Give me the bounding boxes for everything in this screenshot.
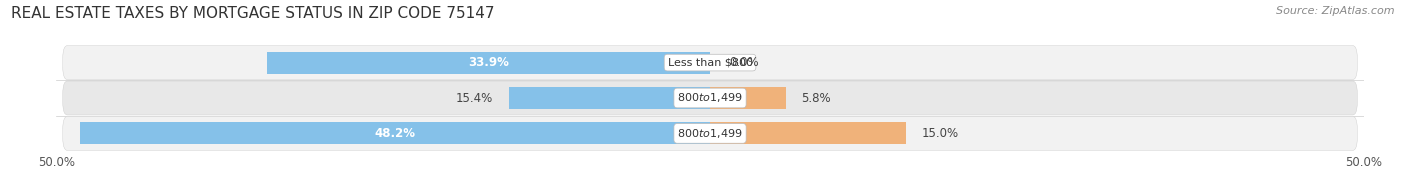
Text: Less than $800: Less than $800	[668, 58, 752, 68]
Text: 33.9%: 33.9%	[468, 56, 509, 69]
Text: 15.0%: 15.0%	[922, 127, 959, 140]
Text: $800 to $1,499: $800 to $1,499	[678, 127, 742, 140]
Text: 5.8%: 5.8%	[801, 92, 831, 104]
FancyBboxPatch shape	[63, 46, 1357, 80]
Text: 48.2%: 48.2%	[374, 127, 415, 140]
FancyBboxPatch shape	[63, 81, 1357, 115]
Bar	[267, 52, 710, 74]
Text: Source: ZipAtlas.com: Source: ZipAtlas.com	[1277, 6, 1395, 16]
Text: 0.0%: 0.0%	[730, 56, 759, 69]
Bar	[80, 122, 710, 144]
Text: $800 to $1,499: $800 to $1,499	[678, 92, 742, 104]
Text: REAL ESTATE TAXES BY MORTGAGE STATUS IN ZIP CODE 75147: REAL ESTATE TAXES BY MORTGAGE STATUS IN …	[11, 6, 495, 21]
FancyBboxPatch shape	[63, 116, 1357, 150]
Bar	[710, 122, 905, 144]
Text: 15.4%: 15.4%	[456, 92, 494, 104]
Bar	[710, 87, 786, 109]
Bar	[509, 87, 710, 109]
